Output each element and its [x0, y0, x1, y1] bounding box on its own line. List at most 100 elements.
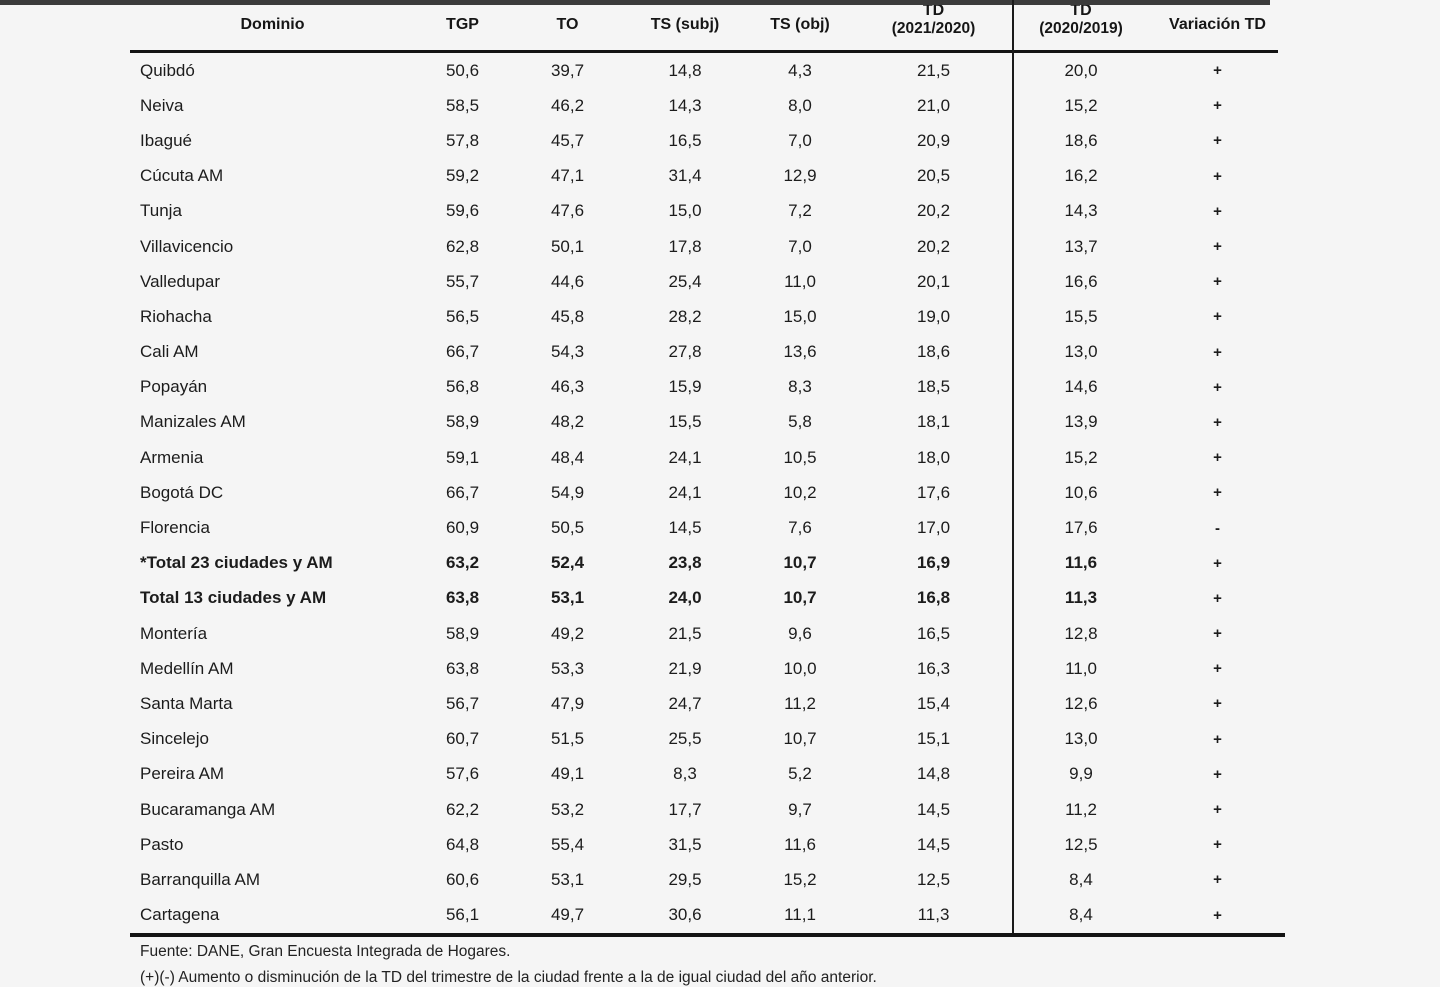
cell-td-2021-2020: 20,1 — [916, 271, 951, 291]
cell-ts-subj: 8,3 — [673, 764, 697, 784]
table-row: Barranquilla AM 60,6 53,1 29,5 15,2 12,5… — [130, 862, 1285, 897]
cell-variacion-td: + — [1213, 378, 1222, 396]
cell-dominio: Armenia — [140, 447, 204, 467]
table-row: Cúcuta AM 59,2 47,1 31,4 12,9 20,5 16,2 … — [130, 159, 1285, 194]
cell-to: 53,1 — [550, 588, 585, 608]
cell-to: 48,4 — [550, 447, 585, 467]
cell-ts-subj: 21,5 — [668, 623, 702, 643]
cell-variacion-td: + — [1213, 413, 1222, 431]
cell-variacion-td: + — [1213, 167, 1222, 185]
cell-dominio: Ibagué — [140, 130, 192, 150]
header-td-2020-2019-line1: TD — [1070, 2, 1092, 19]
cell-tgp: 60,6 — [445, 869, 480, 889]
cell-to: 47,1 — [550, 166, 585, 186]
header-ts-subj: TS (subj) — [650, 16, 720, 33]
cell-tgp: 55,7 — [445, 271, 480, 291]
cell-to: 54,9 — [550, 482, 585, 502]
header-td-2020-2019-line2: (2020/2019) — [1039, 20, 1123, 37]
cell-to: 44,6 — [550, 271, 585, 291]
cell-td-2021-2020: 16,5 — [916, 623, 951, 643]
header-td-2020-2019: TD (2020/2019) — [1012, 0, 1150, 38]
cell-td-2021-2020: 11,3 — [917, 905, 950, 925]
cell-td-2020-2019: 15,5 — [1064, 306, 1098, 326]
cell-ts-obj: 15,2 — [783, 869, 817, 889]
cell-td-2021-2020: 21,5 — [916, 60, 951, 80]
cell-ts-subj: 27,8 — [668, 342, 702, 362]
cell-tgp: 56,7 — [445, 693, 480, 713]
cell-dominio: Pereira AM — [140, 764, 225, 784]
cell-to: 46,3 — [550, 377, 585, 397]
table-row: Neiva 58,5 46,2 14,3 8,0 21,0 15,2 + — [130, 88, 1285, 123]
table-row: Quibdó 50,6 39,7 14,8 4,3 21,5 20,0 + — [130, 53, 1285, 88]
cell-ts-subj: 15,9 — [668, 377, 702, 397]
cell-variacion-td: - — [1215, 519, 1220, 537]
cell-to: 52,4 — [550, 553, 585, 573]
cell-tgp: 64,8 — [445, 834, 480, 854]
cell-ts-subj: 21,9 — [668, 658, 702, 678]
header-variacion-td: Variación TD — [1169, 16, 1266, 33]
cell-to: 48,2 — [550, 412, 585, 432]
cell-to: 49,1 — [550, 764, 585, 784]
cell-ts-subj: 31,4 — [668, 166, 702, 186]
cell-td-2020-2019: 15,2 — [1064, 95, 1098, 115]
cell-tgp: 63,8 — [445, 588, 480, 608]
cell-tgp: 66,7 — [445, 482, 480, 502]
cell-dominio: Santa Marta — [140, 693, 233, 713]
cell-tgp: 60,7 — [445, 729, 480, 749]
cell-tgp: 58,9 — [445, 412, 480, 432]
table-row: Medellín AM 63,8 53,3 21,9 10,0 16,3 11,… — [130, 651, 1285, 686]
cell-tgp: 56,1 — [445, 905, 480, 925]
cell-td-2020-2019: 11,3 — [1064, 588, 1098, 608]
cell-td-2020-2019: 16,2 — [1064, 166, 1098, 186]
cell-tgp: 62,2 — [445, 799, 480, 819]
cell-td-2021-2020: 20,2 — [916, 236, 951, 256]
cell-tgp: 50,6 — [445, 60, 480, 80]
cell-dominio: Tunja — [140, 201, 182, 221]
cell-ts-subj: 30,6 — [668, 905, 702, 925]
cell-ts-obj: 8,0 — [788, 95, 812, 115]
cell-td-2021-2020: 17,6 — [916, 482, 951, 502]
cell-dominio: Montería — [140, 623, 208, 643]
header-tgp: TGP — [446, 16, 479, 33]
cell-to: 54,3 — [550, 342, 585, 362]
cell-variacion-td: + — [1213, 589, 1222, 607]
cell-ts-obj: 9,6 — [788, 623, 812, 643]
cell-td-2021-2020: 19,0 — [916, 306, 951, 326]
cell-to: 55,4 — [550, 834, 585, 854]
table-row: Ibagué 57,8 45,7 16,5 7,0 20,9 18,6 + — [130, 123, 1285, 158]
cell-tgp: 57,8 — [445, 130, 480, 150]
cell-tgp: 59,2 — [445, 166, 480, 186]
table-row: Pereira AM 57,6 49,1 8,3 5,2 14,8 9,9 + — [130, 757, 1285, 792]
cell-dominio: Neiva — [140, 95, 184, 115]
cell-td-2020-2019: 14,6 — [1064, 377, 1098, 397]
cell-ts-subj: 31,5 — [668, 834, 702, 854]
cell-ts-subj: 24,1 — [668, 482, 702, 502]
cell-to: 45,7 — [550, 130, 585, 150]
cell-td-2020-2019: 13,0 — [1064, 729, 1098, 749]
cell-variacion-td: + — [1213, 273, 1222, 291]
table-row: Cartagena 56,1 49,7 30,6 11,1 11,3 8,4 + — [130, 898, 1285, 933]
cell-ts-obj: 11,2 — [784, 693, 816, 713]
cell-to: 46,2 — [550, 95, 585, 115]
table-row: Valledupar 55,7 44,6 25,4 11,0 20,1 16,6… — [130, 264, 1285, 299]
cell-ts-subj: 24,7 — [668, 693, 702, 713]
cell-dominio: Sincelejo — [140, 729, 209, 749]
cell-ts-subj: 25,5 — [668, 729, 702, 749]
cell-td-2021-2020: 16,9 — [916, 553, 951, 573]
cell-to: 53,1 — [550, 869, 585, 889]
cell-ts-subj: 14,8 — [668, 60, 702, 80]
cell-dominio: Barranquilla AM — [140, 869, 261, 889]
cell-td-2021-2020: 12,5 — [916, 869, 951, 889]
cell-td-2020-2019: 20,0 — [1064, 60, 1098, 80]
cell-ts-subj: 17,7 — [668, 799, 702, 819]
table-row: Bogotá DC 66,7 54,9 24,1 10,2 17,6 10,6 … — [130, 475, 1285, 510]
cell-tgp: 60,9 — [445, 518, 480, 538]
source-note: Fuente: DANE, Gran Encuesta Integrada de… — [140, 943, 511, 960]
cell-tgp: 59,1 — [445, 447, 480, 467]
cell-td-2020-2019: 11,6 — [1064, 553, 1098, 573]
cell-td-2020-2019: 17,6 — [1064, 518, 1098, 538]
cell-variacion-td: + — [1213, 765, 1222, 783]
table-body: Quibdó 50,6 39,7 14,8 4,3 21,5 20,0 + Ne… — [130, 53, 1285, 933]
cell-td-2020-2019: 13,0 — [1064, 342, 1098, 362]
